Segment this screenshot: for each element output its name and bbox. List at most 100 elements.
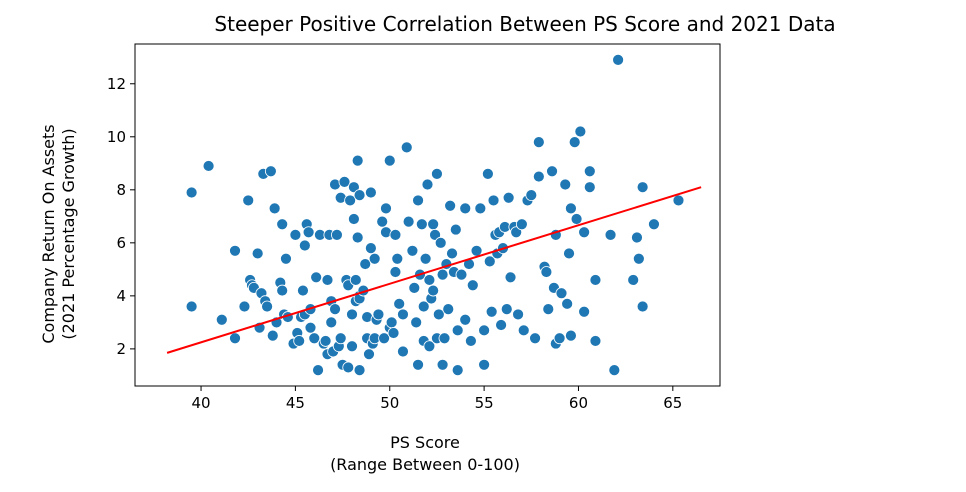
data-point xyxy=(238,300,251,313)
y-axis-sublabel: (2021 Percentage Growth) xyxy=(59,128,78,339)
data-point xyxy=(608,364,621,376)
data-point xyxy=(529,332,541,345)
data-point xyxy=(412,358,424,371)
data-point xyxy=(495,319,507,331)
data-point xyxy=(202,160,215,172)
data-point xyxy=(525,189,538,202)
data-point xyxy=(559,178,572,191)
data-point xyxy=(449,223,462,236)
data-point xyxy=(478,324,491,337)
data-point xyxy=(185,300,198,313)
x-axis-ticks: 40 45 50 55 60 65 xyxy=(192,386,682,412)
data-point xyxy=(465,335,477,347)
y-tick-label: 6 xyxy=(116,234,126,252)
data-point xyxy=(229,244,241,257)
x-tick-label: 50 xyxy=(380,394,399,412)
data-point xyxy=(631,231,643,244)
data-point xyxy=(436,268,449,281)
data-point xyxy=(266,329,279,342)
x-tick-label: 60 xyxy=(569,394,588,412)
data-point xyxy=(346,308,358,321)
data-point xyxy=(553,332,566,345)
data-point xyxy=(308,332,321,345)
data-point xyxy=(444,199,457,212)
data-point xyxy=(515,218,528,231)
data-point xyxy=(636,181,649,194)
y-axis-label: Company Return On Assets xyxy=(39,124,58,343)
data-point xyxy=(389,228,402,241)
data-point xyxy=(672,194,685,207)
data-point xyxy=(627,274,640,286)
data-point xyxy=(474,202,487,215)
x-tick-label: 65 xyxy=(663,394,682,412)
data-point xyxy=(364,242,377,255)
x-axis-sublabel: (Range Between 0-100) xyxy=(330,455,520,474)
data-point xyxy=(451,324,464,337)
chart-title: Steeper Positive Correlation Between PS … xyxy=(214,12,835,36)
data-point xyxy=(532,136,545,148)
y-tick-label: 8 xyxy=(116,181,126,199)
data-point xyxy=(455,268,468,281)
data-point xyxy=(383,154,396,167)
data-point xyxy=(389,266,402,278)
data-point xyxy=(329,303,341,316)
data-point xyxy=(540,266,553,278)
data-point xyxy=(632,252,645,265)
data-point xyxy=(436,358,449,371)
data-point xyxy=(229,332,241,345)
data-point xyxy=(417,300,430,313)
data-point xyxy=(415,218,428,231)
data-point xyxy=(348,181,360,194)
data-point xyxy=(353,364,366,376)
data-point xyxy=(334,332,347,345)
data-point xyxy=(459,202,472,215)
data-point xyxy=(393,297,406,310)
data-point xyxy=(380,202,392,215)
data-point xyxy=(348,213,360,225)
data-point xyxy=(400,141,413,154)
data-point xyxy=(451,364,464,376)
data-point xyxy=(583,181,596,194)
data-point xyxy=(481,168,494,180)
data-point xyxy=(419,252,432,265)
data-point xyxy=(589,274,602,286)
x-axis-label: PS Score xyxy=(390,433,460,452)
data-point xyxy=(346,340,358,353)
data-point xyxy=(280,252,292,265)
data-point xyxy=(502,191,515,204)
data-point xyxy=(487,194,500,207)
data-point xyxy=(565,202,577,215)
data-point xyxy=(251,247,264,260)
data-point xyxy=(485,305,498,318)
data-point xyxy=(578,226,591,239)
data-point xyxy=(351,154,364,167)
data-point xyxy=(568,136,581,148)
data-point xyxy=(215,313,228,326)
data-point xyxy=(483,255,496,268)
data-point xyxy=(578,305,591,318)
data-point xyxy=(264,165,277,178)
data-point xyxy=(185,186,198,199)
data-point xyxy=(321,274,334,286)
x-tick-label: 45 xyxy=(286,394,305,412)
data-point xyxy=(349,274,362,286)
data-point xyxy=(387,327,400,339)
data-point xyxy=(376,215,389,228)
y-tick-label: 10 xyxy=(107,128,126,146)
data-point xyxy=(438,332,451,345)
data-point xyxy=(612,54,624,66)
data-point xyxy=(344,194,357,207)
data-point xyxy=(421,178,434,191)
trendline xyxy=(166,186,702,354)
data-point xyxy=(385,316,398,329)
data-point xyxy=(532,170,545,183)
data-point xyxy=(331,228,343,241)
data-point xyxy=(542,303,555,316)
data-point xyxy=(276,218,289,231)
data-point xyxy=(304,321,317,334)
data-point xyxy=(446,247,458,260)
data-point xyxy=(427,218,440,231)
data-point xyxy=(432,308,445,321)
data-point xyxy=(351,231,364,244)
data-point xyxy=(391,252,404,265)
